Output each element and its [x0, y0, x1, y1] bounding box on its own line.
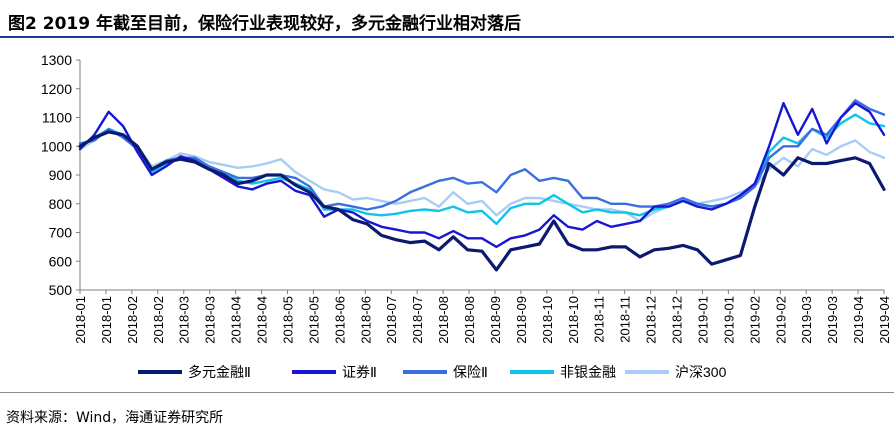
x-tick-label: 2018-11	[618, 296, 633, 343]
legend-label-1: 多元金融Ⅱ	[188, 364, 251, 380]
series-line-5	[78, 127, 886, 223]
series-line-3	[78, 99, 886, 211]
figure-title: 图2 2019 年截至目前，保险行业表现较好，多元金融行业相对落后	[8, 14, 521, 34]
y-tick-label: 600	[49, 253, 73, 269]
x-tick-label: 2019-03	[799, 296, 814, 344]
x-tick-label: 2018-06	[332, 296, 347, 344]
series-line-1	[78, 130, 886, 272]
y-tick-label: 1300	[41, 52, 72, 68]
x-tick-label: 2018-11	[592, 296, 607, 343]
x-tick-label: 2019-03	[825, 296, 840, 344]
legend: 多元金融Ⅱ 证券Ⅱ 保险Ⅱ 非银金融 沪深300	[138, 364, 727, 380]
x-tick-label: 2018-03	[177, 296, 192, 344]
x-tick-label: 2018-01	[73, 296, 88, 344]
x-tick-label: 2018-08	[436, 296, 451, 344]
x-tick-label: 2018-07	[410, 296, 425, 344]
y-tick-label: 800	[49, 196, 73, 212]
x-tick-label: 2019-01	[721, 296, 736, 344]
x-tick-label: 2018-10	[566, 296, 581, 344]
x-tick-label: 2019-02	[747, 296, 762, 344]
y-tick-label: 1200	[41, 81, 72, 97]
x-tick-label: 2018-12	[670, 296, 685, 344]
x-tick-label: 2018-05	[280, 296, 295, 344]
title-bar: 图2 2019 年截至目前，保险行业表现较好，多元金融行业相对落后	[0, 0, 894, 38]
x-tick-label: 2018-07	[384, 296, 399, 344]
y-tick-label: 500	[49, 282, 73, 298]
x-tick-label: 2018-03	[203, 296, 218, 344]
x-tick-label: 2019-01	[695, 296, 710, 344]
y-tick-label: 900	[49, 167, 73, 183]
plot-area: 500 600 700 800 900 1000 1100 1200 1300 2018-01 20…	[41, 52, 892, 344]
source-note: 资料来源：Wind，海通证券研究所	[6, 410, 224, 426]
y-tick-label: 1100	[42, 110, 72, 126]
legend-label-4: 非银金融	[560, 364, 616, 380]
x-tick-label: 2018-05	[306, 296, 321, 344]
x-tick-label: 2018-10	[540, 296, 555, 344]
x-tick-label: 2019-04	[877, 296, 892, 344]
x-tick-label: 2019-04	[851, 296, 866, 344]
legend-label-3: 保险Ⅱ	[453, 364, 488, 380]
x-tick-label: 2018-09	[488, 296, 503, 344]
x-tick-label: 2018-04	[255, 296, 270, 344]
x-tick-label: 2018-08	[462, 296, 477, 344]
x-tick-label: 2018-02	[125, 296, 140, 344]
line-chart: 500 600 700 800 900 1000 1100 1200 1300 2018-01 20…	[41, 52, 892, 380]
y-tick-label: 700	[49, 225, 73, 241]
x-tick-label: 2018-06	[358, 296, 373, 344]
x-tick-label: 2018-01	[99, 296, 114, 344]
source-divider	[0, 392, 894, 393]
legend-label-5: 沪深300	[675, 364, 727, 380]
x-tick-label: 2018-04	[229, 296, 244, 344]
x-tick-label: 2018-02	[151, 296, 166, 344]
x-tick-label: 2018-12	[644, 296, 659, 344]
y-tick-label: 1000	[41, 138, 72, 154]
x-tick-label: 2019-02	[773, 296, 788, 344]
legend-label-2: 证券Ⅱ	[342, 364, 377, 380]
x-tick-label: 2018-09	[514, 296, 529, 344]
